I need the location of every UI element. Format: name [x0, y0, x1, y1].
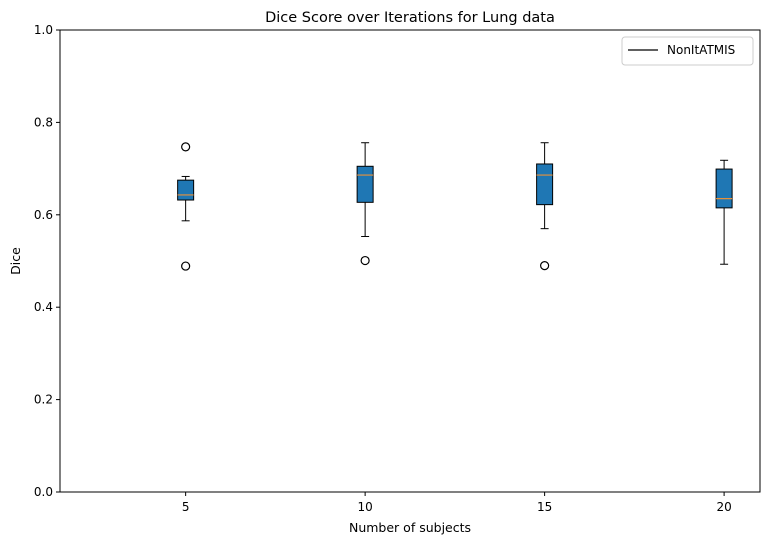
- y-tick-label: 0.4: [34, 300, 53, 314]
- outlier-point: [181, 142, 191, 152]
- x-tick-label: 15: [537, 500, 552, 514]
- y-tick-label: 0.2: [34, 393, 53, 407]
- y-tick-label: 0.0: [34, 485, 53, 499]
- legend-entry-label: NonItATMIS: [667, 43, 735, 57]
- outlier-point: [181, 261, 191, 271]
- box-group: [356, 142, 374, 266]
- legend-frame: [621, 36, 754, 66]
- x-tick-label: 20: [716, 500, 731, 514]
- y-axis: 0.0 0.2 0.4 0.6 0.8 1.0: [34, 23, 60, 499]
- chart-title: Dice Score over Iterations for Lung data: [265, 10, 555, 26]
- box-iqr: [536, 163, 554, 206]
- outlier-point: [540, 261, 550, 271]
- y-tick-label: 0.6: [34, 208, 53, 222]
- x-axis-label: Number of subjects: [349, 520, 471, 535]
- y-axis-label: Dice: [8, 247, 23, 275]
- plot-frame: [59, 29, 761, 493]
- x-axis: 5 10 15 20: [182, 492, 732, 514]
- box-group: [715, 159, 733, 265]
- x-tick-label: 10: [357, 500, 372, 514]
- box-iqr: [715, 168, 733, 209]
- box-iqr: [356, 165, 374, 203]
- box-iqr: [177, 179, 195, 201]
- box-group: [536, 142, 554, 271]
- x-tick-label: 5: [182, 500, 190, 514]
- legend: NonItATMIS: [621, 36, 754, 66]
- y-tick-label: 1.0: [34, 23, 53, 37]
- box-group: [177, 142, 195, 271]
- y-tick-label: 0.8: [34, 115, 53, 129]
- outlier-point: [360, 255, 370, 266]
- boxplot-series: [177, 142, 733, 271]
